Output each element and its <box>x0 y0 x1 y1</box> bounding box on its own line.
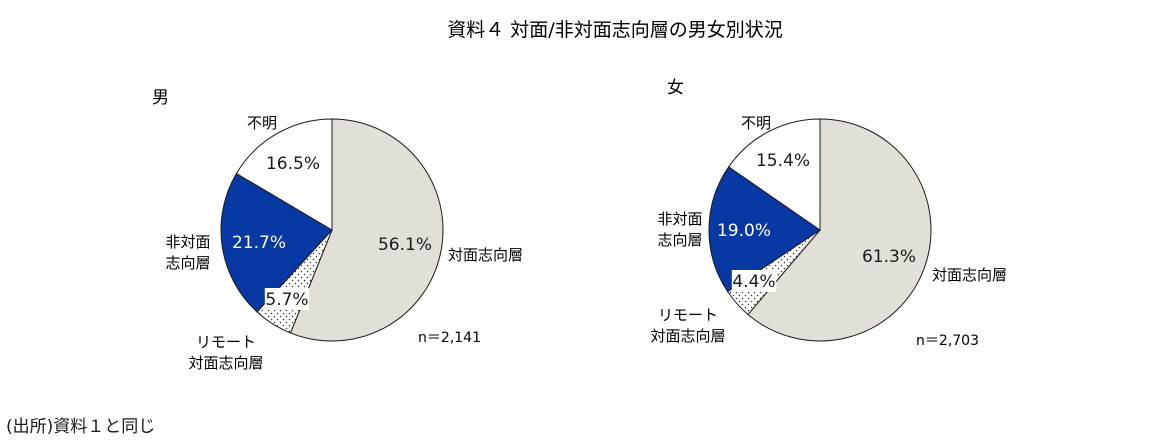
sample-size-label: n＝2,703 <box>916 333 979 349</box>
pie-slice <box>289 118 444 342</box>
value-label-bg <box>731 270 777 292</box>
slice-value-label: 56.1% <box>378 235 432 255</box>
slice-value-label: 21.7% <box>232 233 286 253</box>
pie-slice <box>235 118 333 231</box>
pie-slice <box>747 118 932 342</box>
pie-title: 女 <box>667 78 684 98</box>
source-note: (出所)資料１と同じ <box>6 417 156 437</box>
slice-category-label: 不明 <box>741 114 771 132</box>
pie-title: 男 <box>152 88 169 108</box>
slice-value-label: 61.3% <box>862 247 916 267</box>
slice-value-label: 16.5% <box>266 154 320 174</box>
slice-value-label: 5.7% <box>265 290 308 310</box>
chart-title: 資料４ 対面/非対面志向層の男女別状況 <box>447 19 782 41</box>
slice-category-label: 対面志向層 <box>448 246 523 264</box>
slice-value-label: 19.0% <box>717 221 771 241</box>
slice-category-label: 非対面志向層 <box>657 210 702 249</box>
value-label-bg <box>264 288 310 310</box>
slice-category-label: 不明 <box>247 114 277 132</box>
slice-category-label: リモート対面志向層 <box>188 333 263 372</box>
pie-slice <box>727 118 821 231</box>
pie-slice <box>708 166 821 293</box>
slice-value-label: 4.4% <box>732 272 775 292</box>
slice-category-label: 非対面志向層 <box>165 233 210 272</box>
slice-value-label: 15.4% <box>756 151 810 171</box>
slice-category-label: 対面志向層 <box>932 266 1007 284</box>
sample-size-label: n＝2,141 <box>418 330 481 346</box>
slice-category-label: リモート対面志向層 <box>650 306 725 345</box>
pie-slice <box>220 172 333 313</box>
